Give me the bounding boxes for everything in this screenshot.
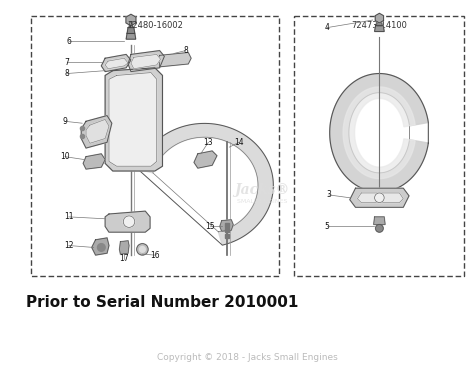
Text: 4: 4 bbox=[324, 23, 329, 32]
Text: Copyright © 2018 - Jacks Small Engines: Copyright © 2018 - Jacks Small Engines bbox=[157, 353, 338, 362]
Text: SMALL ENGINES: SMALL ENGINES bbox=[237, 199, 287, 204]
Polygon shape bbox=[375, 13, 383, 23]
Polygon shape bbox=[374, 217, 385, 224]
Text: 3: 3 bbox=[326, 191, 331, 199]
Text: 14: 14 bbox=[234, 138, 244, 147]
Text: 9: 9 bbox=[63, 117, 67, 126]
Polygon shape bbox=[126, 33, 136, 39]
Polygon shape bbox=[160, 52, 191, 67]
Bar bbox=[294, 16, 465, 276]
Text: 5: 5 bbox=[324, 222, 329, 231]
Polygon shape bbox=[128, 50, 164, 72]
Polygon shape bbox=[374, 26, 384, 32]
Polygon shape bbox=[92, 238, 109, 255]
Polygon shape bbox=[126, 14, 136, 26]
Text: 72473-14100: 72473-14100 bbox=[351, 21, 407, 30]
Text: 7: 7 bbox=[64, 58, 69, 67]
Text: 17: 17 bbox=[119, 254, 129, 263]
Polygon shape bbox=[105, 211, 150, 232]
Polygon shape bbox=[101, 54, 131, 72]
Text: 13: 13 bbox=[203, 138, 213, 147]
Circle shape bbox=[139, 246, 145, 252]
Polygon shape bbox=[194, 151, 217, 168]
Circle shape bbox=[123, 216, 135, 228]
Polygon shape bbox=[86, 119, 109, 143]
Circle shape bbox=[98, 244, 105, 251]
Text: Jacks®: Jacks® bbox=[234, 183, 290, 197]
Text: 11: 11 bbox=[64, 213, 73, 221]
Polygon shape bbox=[109, 72, 157, 166]
Circle shape bbox=[137, 244, 148, 255]
Polygon shape bbox=[350, 188, 409, 207]
Polygon shape bbox=[376, 20, 382, 26]
Bar bbox=[31, 16, 279, 276]
Text: 6: 6 bbox=[66, 37, 71, 45]
Polygon shape bbox=[330, 74, 428, 192]
Polygon shape bbox=[357, 193, 403, 203]
Polygon shape bbox=[220, 220, 233, 231]
Polygon shape bbox=[138, 124, 273, 245]
Text: Prior to Serial Number 2010001: Prior to Serial Number 2010001 bbox=[26, 295, 299, 310]
Polygon shape bbox=[343, 87, 415, 179]
Polygon shape bbox=[129, 22, 133, 28]
Polygon shape bbox=[83, 154, 105, 169]
Polygon shape bbox=[105, 68, 163, 171]
Text: 72480-16002: 72480-16002 bbox=[127, 21, 183, 30]
Polygon shape bbox=[131, 54, 161, 69]
Polygon shape bbox=[81, 116, 112, 148]
Text: 10: 10 bbox=[60, 152, 70, 161]
Text: 12: 12 bbox=[64, 241, 73, 250]
Circle shape bbox=[375, 224, 383, 232]
Polygon shape bbox=[105, 58, 128, 69]
Polygon shape bbox=[127, 28, 135, 33]
Text: 8: 8 bbox=[64, 69, 69, 78]
Circle shape bbox=[374, 193, 384, 203]
Text: 8: 8 bbox=[183, 46, 188, 55]
Text: 15: 15 bbox=[205, 222, 215, 231]
Polygon shape bbox=[119, 241, 129, 254]
Text: 16: 16 bbox=[150, 251, 160, 259]
